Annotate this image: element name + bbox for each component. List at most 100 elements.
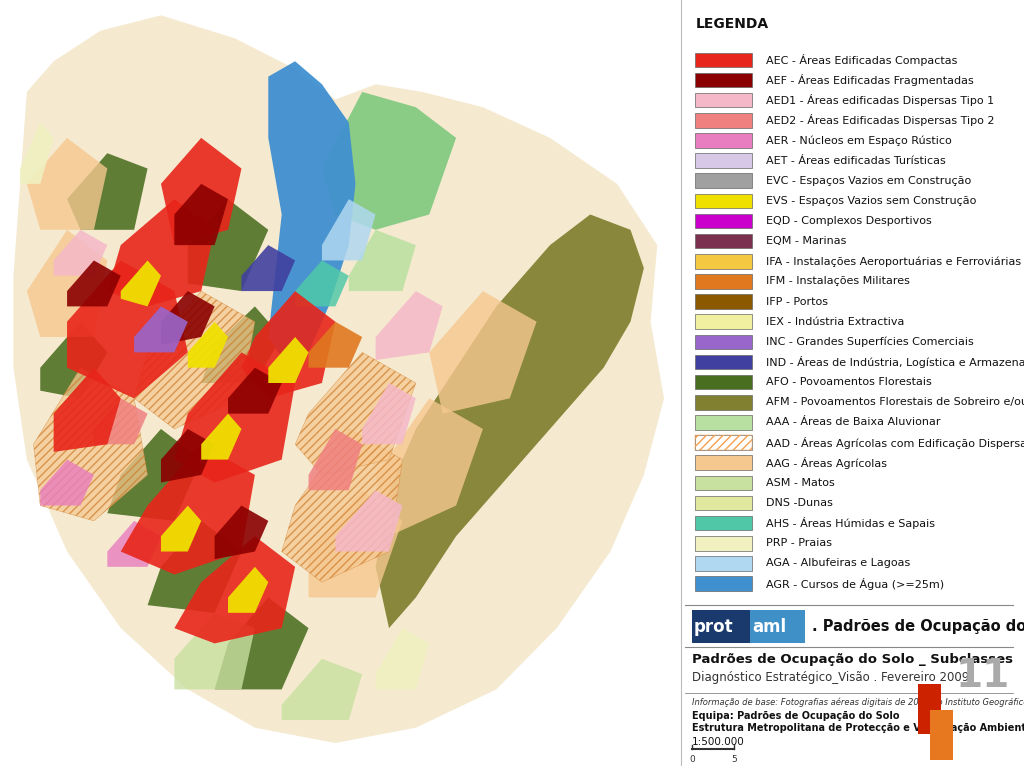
Text: 5: 5 (731, 755, 737, 764)
Polygon shape (215, 506, 268, 559)
Bar (695, 476, 752, 490)
Polygon shape (228, 567, 268, 613)
Text: AED2 - Áreas Edificadas Dispersas Tipo 2: AED2 - Áreas Edificadas Dispersas Tipo 2 (766, 114, 994, 126)
Polygon shape (362, 383, 416, 444)
Bar (695, 254, 752, 269)
Text: . Padrões de Ocupação do Solo: . Padrões de Ocupação do Solo (812, 619, 1024, 634)
Bar (695, 234, 752, 248)
Polygon shape (201, 306, 282, 383)
Polygon shape (134, 306, 187, 352)
Polygon shape (376, 214, 644, 628)
Polygon shape (174, 352, 295, 483)
Text: AER - Núcleos em Espaço Rústico: AER - Núcleos em Espaço Rústico (766, 135, 952, 146)
Text: prot: prot (693, 617, 733, 636)
Polygon shape (40, 460, 94, 506)
Text: 0: 0 (689, 755, 695, 764)
Polygon shape (308, 429, 362, 490)
Polygon shape (174, 184, 228, 245)
Polygon shape (376, 628, 429, 689)
Polygon shape (429, 291, 537, 414)
Text: AED1 - Áreas edificadas Dispersas Tipo 1: AED1 - Áreas edificadas Dispersas Tipo 1 (766, 94, 994, 106)
Polygon shape (376, 291, 442, 360)
Bar (695, 53, 752, 67)
Text: Padrões de Ocupação do Solo _ Subclasses: Padrões de Ocupação do Solo _ Subclasses (692, 653, 1013, 666)
Polygon shape (295, 352, 416, 475)
Polygon shape (322, 199, 376, 260)
Text: LEGENDA: LEGENDA (695, 17, 769, 31)
Bar (695, 73, 752, 87)
Bar (695, 335, 752, 349)
Bar (695, 315, 752, 329)
Polygon shape (121, 260, 161, 306)
Polygon shape (242, 245, 295, 291)
Bar (695, 415, 752, 430)
Polygon shape (53, 368, 121, 452)
Text: 11: 11 (955, 657, 1010, 696)
Polygon shape (40, 322, 108, 398)
Text: AGR - Cursos de Água (>=25m): AGR - Cursos de Água (>=25m) (766, 578, 944, 590)
Polygon shape (242, 291, 336, 398)
Text: Diagnóstico Estratégico_Visão . Fevereiro 2009: Diagnóstico Estratégico_Visão . Fevereir… (692, 671, 969, 684)
Polygon shape (147, 521, 242, 613)
Text: aml: aml (753, 617, 786, 636)
Polygon shape (161, 506, 201, 552)
Text: IND - Áreas de Indústria, Logística e Armazenagem: IND - Áreas de Indústria, Logística e Ar… (766, 356, 1024, 368)
Polygon shape (215, 597, 308, 689)
Bar (695, 435, 752, 450)
Text: IFP - Portos: IFP - Portos (766, 296, 828, 306)
Polygon shape (27, 230, 108, 337)
Polygon shape (27, 138, 108, 230)
Text: EVC - Espaços Vazios em Construção: EVC - Espaços Vazios em Construção (766, 175, 972, 185)
Bar (695, 194, 752, 208)
Polygon shape (308, 490, 402, 597)
Polygon shape (108, 521, 161, 567)
Text: EVS - Espaços Vazios sem Construção: EVS - Espaços Vazios sem Construção (766, 196, 977, 206)
Polygon shape (308, 322, 362, 368)
Polygon shape (121, 444, 255, 574)
Text: EQD - Complexos Desportivos: EQD - Complexos Desportivos (766, 216, 932, 226)
Bar (695, 516, 752, 530)
Bar (695, 556, 752, 571)
Bar (695, 375, 752, 389)
Text: IEX - Indústria Extractiva: IEX - Indústria Extractiva (766, 316, 904, 327)
Polygon shape (349, 230, 416, 291)
Polygon shape (161, 138, 242, 245)
Text: DNS -Dunas: DNS -Dunas (766, 498, 833, 508)
Text: Estrutura Metropolitana de Protecção e Valorização Ambiental: Estrutura Metropolitana de Protecção e V… (692, 723, 1024, 733)
Polygon shape (282, 429, 402, 582)
Polygon shape (187, 199, 268, 291)
Polygon shape (13, 15, 664, 743)
Bar (695, 153, 752, 168)
Polygon shape (68, 260, 187, 398)
Bar (695, 435, 752, 450)
Polygon shape (336, 490, 402, 552)
Bar (695, 355, 752, 369)
Polygon shape (161, 429, 215, 483)
Polygon shape (108, 199, 215, 306)
Text: 1:500.000: 1:500.000 (692, 737, 744, 747)
Polygon shape (174, 613, 255, 689)
Text: AAA - Áreas de Baixa Aluvionar: AAA - Áreas de Baixa Aluvionar (766, 417, 941, 427)
Text: AEF - Áreas Edificadas Fragmentadas: AEF - Áreas Edificadas Fragmentadas (766, 74, 974, 86)
Polygon shape (295, 260, 349, 306)
Polygon shape (20, 123, 53, 184)
Text: AFO - Povoamentos Florestais: AFO - Povoamentos Florestais (766, 377, 932, 387)
Text: AAD - Áreas Agrícolas com Edificação Dispersa: AAD - Áreas Agrícolas com Edificação Dis… (766, 437, 1024, 449)
Polygon shape (174, 536, 295, 643)
Polygon shape (322, 92, 456, 230)
Bar (692, 610, 770, 643)
Polygon shape (268, 337, 308, 383)
Text: EQM - Marinas: EQM - Marinas (766, 236, 847, 246)
Bar (695, 576, 752, 591)
Text: AFM - Povoamentos Florestais de Sobreiro e/ou Azinheira: AFM - Povoamentos Florestais de Sobreiro… (766, 398, 1024, 408)
Polygon shape (161, 291, 215, 345)
Text: AEC - Áreas Edificadas Compactas: AEC - Áreas Edificadas Compactas (766, 54, 957, 66)
Text: ASM - Matos: ASM - Matos (766, 478, 835, 488)
Bar (918, 684, 941, 734)
Polygon shape (228, 368, 282, 414)
Polygon shape (282, 659, 362, 720)
Text: AGA - Albufeiras e Lagoas: AGA - Albufeiras e Lagoas (766, 558, 910, 568)
Text: INC - Grandes Superfícies Comerciais: INC - Grandes Superfícies Comerciais (766, 336, 974, 347)
Bar (695, 456, 752, 470)
Polygon shape (376, 398, 483, 536)
